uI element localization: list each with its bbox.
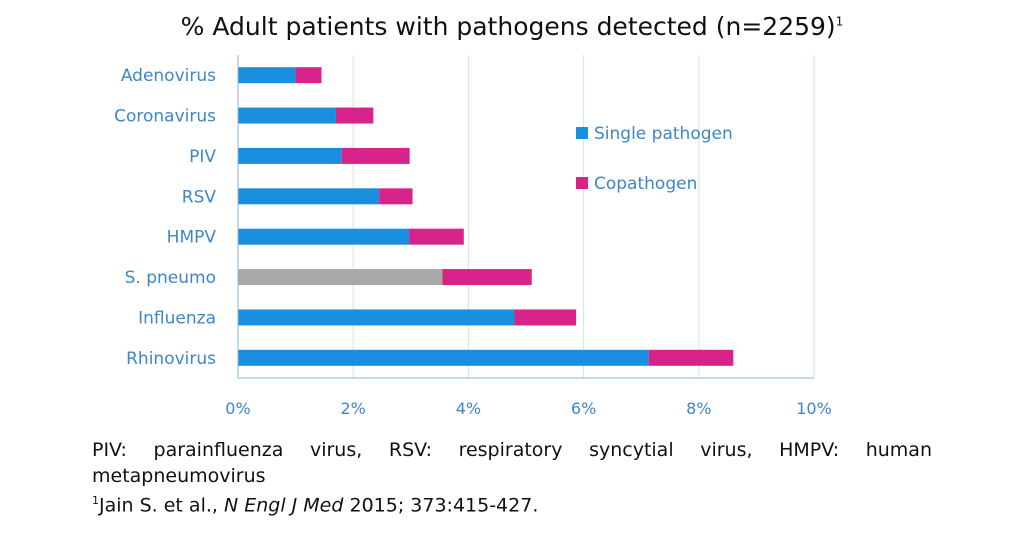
chart-title: % Adult patients with pathogens detected… <box>0 12 1024 41</box>
bar-segment <box>238 309 515 326</box>
bar-segment <box>238 188 380 205</box>
bar-segment <box>238 228 410 245</box>
title-superscript: 1 <box>835 14 844 29</box>
x-tick-label: 8% <box>686 399 711 418</box>
category-label: PIV <box>189 147 216 167</box>
abbreviations-footnote: PIV: parainfluenza virus, RSV: respirato… <box>92 439 932 487</box>
bar-segment <box>442 269 532 286</box>
bar-segment <box>238 269 443 286</box>
citation-details: 2015; 373:415-427. <box>343 494 539 517</box>
citation-authors: Jain S. et al., <box>99 494 224 517</box>
bar-segment <box>295 67 322 84</box>
category-label: Coronavirus <box>114 107 216 127</box>
x-tick-label: 10% <box>796 399 832 418</box>
category-label: HMPV <box>167 228 217 248</box>
x-tick-label: 4% <box>456 399 481 418</box>
category-label: RSV <box>182 187 217 207</box>
legend: Single pathogen Copathogen <box>576 124 733 194</box>
legend-swatch <box>576 177 588 189</box>
x-tick-label: 0% <box>225 399 250 418</box>
legend-label: Copathogen <box>594 174 697 194</box>
bar-segment <box>238 67 296 84</box>
bar-segment <box>341 147 410 164</box>
category-label: Influenza <box>138 308 216 328</box>
citation-marker: 1 <box>92 494 99 507</box>
bar-segment <box>409 228 464 245</box>
gridlines <box>352 55 815 378</box>
tick-labels: 0% 2% 4% 6% 8% 10% <box>225 399 831 418</box>
legend-label: Single pathogen <box>594 124 733 144</box>
category-label: S. pneumo <box>125 268 216 288</box>
bar-segment <box>514 309 577 326</box>
legend-swatch <box>576 127 588 139</box>
x-tick-label: 6% <box>571 399 596 418</box>
bar-segment <box>238 107 336 124</box>
category-labels: Adenovirus Coronavirus PIV RSV HMPV S. pneumo… <box>114 66 216 369</box>
category-label: Adenovirus <box>121 66 216 86</box>
bar-chart: Adenovirus Coronavirus PIV RSV HMPV S. pneumo… <box>114 55 832 418</box>
bars <box>238 67 734 366</box>
bar-segment <box>648 349 734 366</box>
bar-segment <box>238 147 342 164</box>
category-label: Rhinovirus <box>126 349 216 369</box>
x-tick-label: 2% <box>341 399 366 418</box>
bar-segment <box>335 107 374 124</box>
chart-title-text: % Adult patients with pathogens detected… <box>180 12 836 41</box>
citation: 1Jain S. et al., N Engl J Med 2015; 373:… <box>92 494 932 516</box>
x-axis <box>237 55 814 379</box>
bar-segment <box>379 188 413 205</box>
bar-segment <box>238 349 649 366</box>
citation-journal: N Engl J Med <box>223 494 344 517</box>
